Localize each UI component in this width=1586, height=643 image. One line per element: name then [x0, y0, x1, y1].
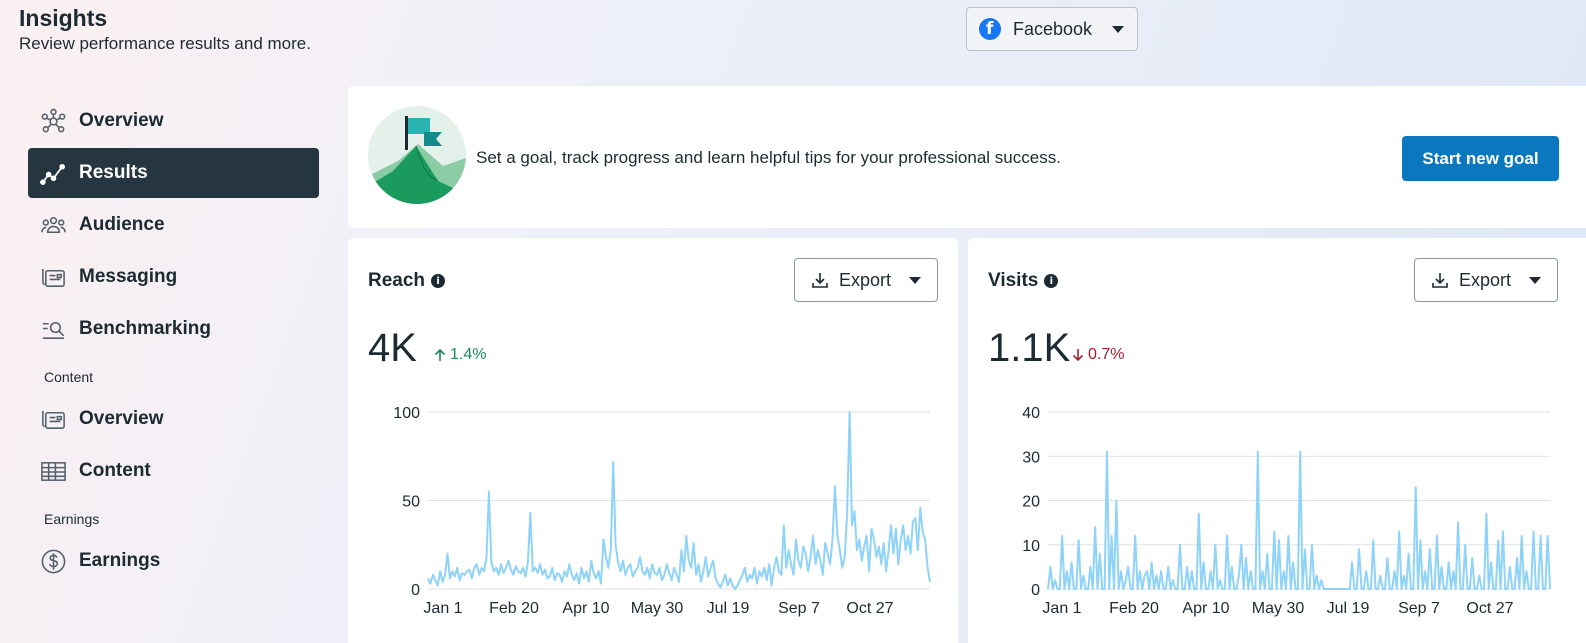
goal-card: Set a goal, track progress and learn hel… [348, 86, 1586, 228]
y-tick-label: 100 [393, 405, 420, 422]
start-new-goal-button[interactable]: Start new goal [1402, 136, 1559, 181]
visits-export-button[interactable]: Export [1414, 258, 1558, 302]
download-icon [812, 273, 828, 288]
x-tick-label: Sep 7 [778, 600, 820, 617]
sidebar-item-results[interactable]: Results [28, 148, 319, 198]
messaging-icon [42, 268, 65, 287]
reach-title: Reach [368, 270, 426, 291]
goal-description: Set a goal, track progress and learn hel… [476, 148, 1061, 167]
platform-selector[interactable]: Facebook [966, 7, 1138, 51]
content-overview-icon [42, 410, 65, 429]
x-tick-label: Jan 1 [1042, 600, 1081, 617]
x-tick-label: Feb 20 [1109, 600, 1159, 617]
export-label: Export [839, 269, 892, 290]
arrow-down-icon [1072, 349, 1084, 362]
y-tick-label: 10 [1022, 538, 1040, 555]
sidebar-item-label: Earnings [79, 550, 161, 571]
sidebar-item-earnings[interactable]: Earnings [28, 536, 319, 586]
reach-delta: 1.4% [434, 346, 486, 364]
facebook-icon [979, 18, 1001, 40]
sidebar: Overview Results Audience Messaging Benc… [28, 96, 319, 588]
reach-card: Reach i Export 4K 1.4% 0 50 100 Jan 1 Feb 20… [348, 238, 958, 643]
earnings-section-heading: Earnings [44, 511, 100, 527]
chevron-down-icon [1112, 25, 1125, 33]
sidebar-item-messaging[interactable]: Messaging [28, 252, 319, 302]
sidebar-item-content-overview[interactable]: Overview [28, 394, 319, 444]
sidebar-item-content[interactable]: Content [28, 446, 319, 496]
visits-delta-value: 0.7% [1088, 346, 1125, 363]
sidebar-item-benchmarking[interactable]: Benchmarking [28, 304, 319, 354]
sidebar-item-audience[interactable]: Audience [28, 200, 319, 250]
series-line [427, 411, 931, 590]
overview-network-icon [41, 108, 66, 132]
y-tick-label: 40 [1022, 405, 1040, 422]
content-section-heading: Content [44, 369, 94, 385]
goal-flag-illustration [368, 106, 466, 204]
x-tick-label: Feb 20 [489, 600, 539, 617]
x-tick-label: Apr 10 [1182, 600, 1229, 617]
reach-title-group: Reach i [368, 270, 446, 292]
sidebar-item-label: Messaging [79, 266, 178, 287]
sidebar-item-label: Overview [79, 408, 164, 429]
x-tick-label: Sep 7 [1398, 600, 1440, 617]
visits-card: Visits i Export 1.1K 0.7% 0 10 20 30 40 Jan 1… [968, 238, 1586, 643]
y-tick-label: 50 [402, 494, 420, 511]
reach-value: 4K [368, 326, 417, 370]
visits-value: 1.1K [988, 326, 1071, 370]
info-icon[interactable]: i [1044, 274, 1059, 288]
x-tick-label: Jul 19 [707, 600, 750, 617]
sidebar-item-label: Benchmarking [79, 318, 211, 339]
platform-label: Facebook [1013, 18, 1093, 39]
visits-delta: 0.7% [1072, 346, 1124, 364]
x-tick-label: Oct 27 [1466, 600, 1513, 617]
y-tick-label: 30 [1022, 449, 1040, 466]
table-icon [41, 461, 66, 481]
export-label: Export [1459, 269, 1512, 290]
visits-title: Visits [988, 270, 1039, 291]
info-icon[interactable]: i [431, 274, 446, 288]
y-tick-label: 0 [1031, 582, 1040, 599]
sidebar-item-label: Content [79, 460, 151, 481]
dollar-icon [41, 549, 66, 573]
x-tick-label: Oct 27 [846, 600, 893, 617]
x-tick-label: Jul 19 [1327, 600, 1370, 617]
page-title: Insights [19, 5, 108, 31]
page-subtitle: Review performance results and more. [19, 34, 311, 53]
sidebar-item-label: Overview [79, 110, 164, 131]
y-tick-label: 20 [1022, 494, 1040, 511]
chevron-down-icon [909, 276, 922, 284]
reach-chart: 0 50 100 Jan 1 Feb 20 Apr 10 May 30 Jul 19 Sep 7… [393, 405, 931, 617]
results-line-icon [40, 163, 65, 185]
download-icon [1432, 273, 1448, 288]
sidebar-item-label: Results [79, 162, 148, 183]
audience-icon [41, 216, 66, 233]
reach-delta-value: 1.4% [450, 346, 487, 363]
sidebar-item-label: Audience [79, 214, 165, 235]
page-header: Insights Review performance results and … [19, 4, 311, 54]
benchmarking-icon [42, 321, 65, 339]
visits-chart: 0 10 20 30 40 Jan 1 Feb 20 Apr 10 May 30 Jul 19 Se… [1022, 405, 1551, 617]
x-tick-label: Jan 1 [423, 600, 462, 617]
y-tick-label: 0 [411, 582, 420, 599]
sidebar-item-overview[interactable]: Overview [28, 96, 319, 146]
x-tick-label: May 30 [631, 600, 684, 617]
chevron-down-icon [1529, 276, 1542, 284]
reach-export-button[interactable]: Export [794, 258, 938, 302]
visits-title-group: Visits i [988, 270, 1059, 292]
x-tick-label: May 30 [1252, 600, 1305, 617]
x-tick-label: Apr 10 [562, 600, 609, 617]
arrow-up-icon [434, 348, 446, 361]
series-line [1047, 450, 1551, 590]
